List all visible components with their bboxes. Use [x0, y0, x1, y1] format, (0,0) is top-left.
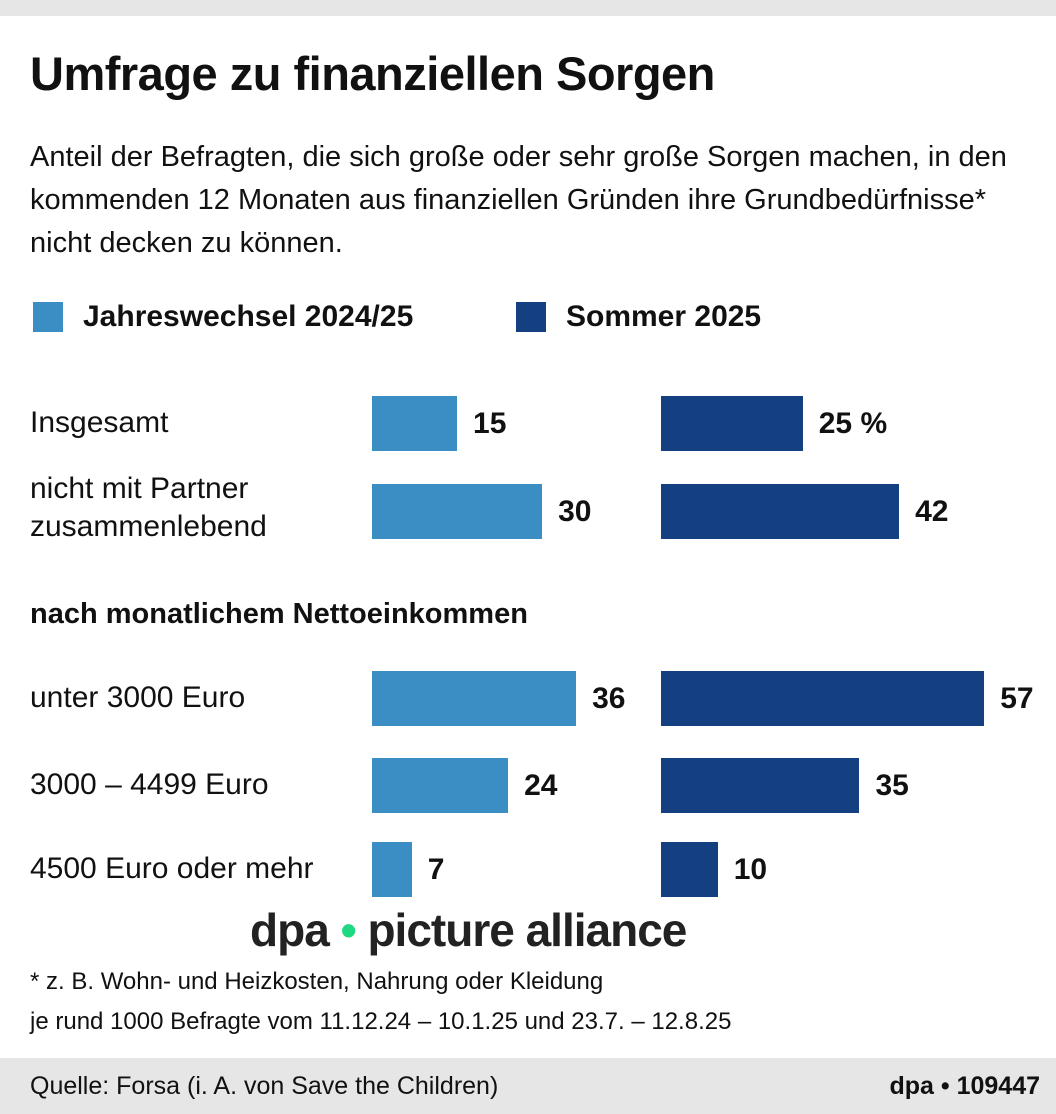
category-label: unter 3000 Euro: [30, 681, 246, 714]
sample-note: je rund 1000 Befragte vom 11.12.24 – 10.…: [30, 1008, 732, 1035]
category-label: 3000 – 4499 Euro: [30, 768, 269, 801]
bar-series-0-2: [372, 671, 577, 726]
bar-series-1-3: [661, 758, 860, 813]
bar-series-0-0: [372, 396, 458, 451]
legend-label: Sommer 2025: [566, 300, 762, 333]
bar-series-0-1: [372, 484, 543, 539]
bar-series-0-4: [372, 842, 412, 897]
category-label: nicht mit Partner zusammenlebend: [30, 472, 267, 543]
bar-series-0-3: [372, 758, 509, 813]
section-header: nach monatlichem Nettoeinkommen: [30, 598, 528, 630]
watermark-logo: dpa • picture alliance: [250, 904, 687, 956]
chart-subtitle: Anteil der Befragten, die sich große ode…: [30, 141, 1007, 259]
data-label: 15: [473, 407, 507, 440]
legend-item-series-1: Sommer 2025: [516, 300, 761, 334]
chart-title: Umfrage zu finanziellen Sorgen: [30, 47, 715, 100]
bar-series-1-0: [661, 396, 803, 451]
bar-series-1-2: [661, 671, 985, 726]
legend-item-series-0: Jahreswechsel 2024/25: [33, 300, 413, 334]
legend-swatch: [33, 302, 63, 332]
data-label: 36: [592, 682, 626, 715]
legend-label: Jahreswechsel 2024/25: [83, 300, 414, 333]
bar-series-1-4: [661, 842, 718, 897]
source: Quelle: Forsa (i. A. von Save the Childr…: [30, 1072, 499, 1100]
footer: Quelle: Forsa (i. A. von Save the Childr…: [0, 1058, 1056, 1114]
category-label: 4500 Euro oder mehr: [30, 852, 314, 885]
credit: dpa • 109447: [889, 1072, 1040, 1100]
legend-swatch: [516, 302, 546, 332]
footnote: * z. B. Wohn- und Heizkosten, Nahrung od…: [30, 968, 604, 995]
top-band: [0, 0, 1056, 16]
data-label: 24: [524, 769, 558, 802]
category-label: Insgesamt: [30, 406, 169, 439]
data-label: 30: [558, 495, 592, 528]
data-label: 35: [875, 769, 909, 802]
data-label: 7: [427, 853, 445, 886]
bar-series-1-1: [661, 484, 900, 539]
data-label: 57: [1000, 682, 1034, 715]
data-label: 42: [915, 495, 949, 528]
data-label: 25 %: [818, 407, 888, 440]
data-label: 10: [733, 853, 768, 886]
